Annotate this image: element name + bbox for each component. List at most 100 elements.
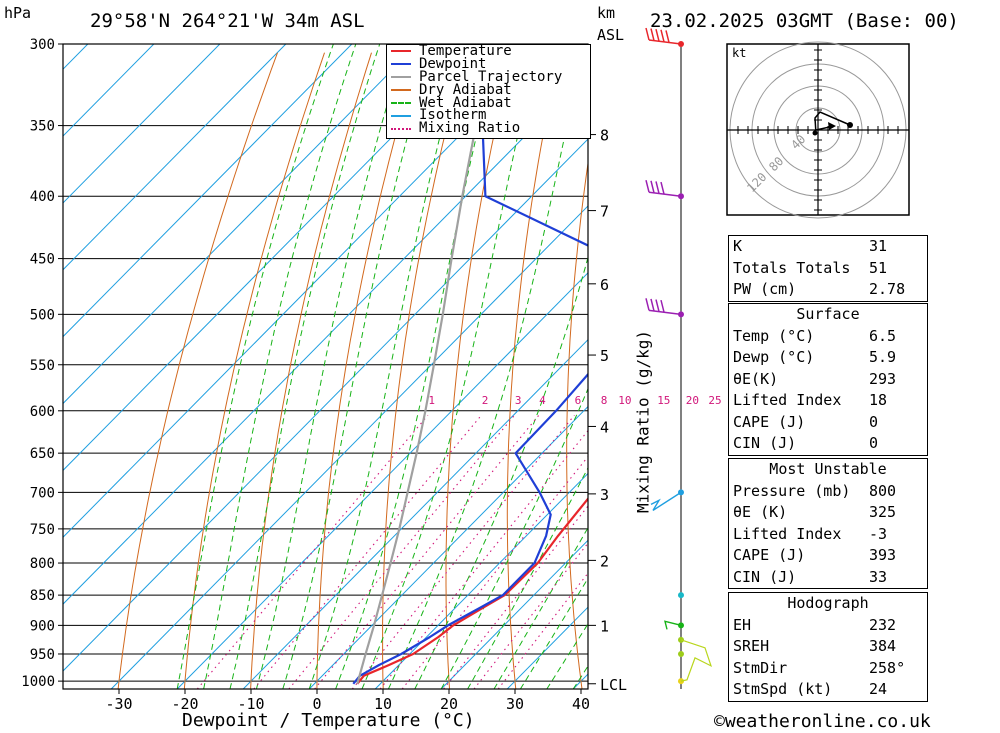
pressure-tick-label: 350 (30, 119, 55, 135)
mixing-ratio-label: 25 (708, 394, 721, 407)
surface-row: Lifted Index 18 (729, 390, 927, 412)
wet-adiabat-line (308, 44, 465, 689)
mu-row: Lifted Index -3 (729, 524, 927, 546)
wind-barb-flag (650, 28, 655, 41)
index-label: CAPE (J) (733, 412, 806, 431)
hodograph-title: Hodograph (787, 594, 869, 612)
wind-barb-flag (665, 30, 670, 43)
surface-row: CAPE (J) 0 (729, 412, 927, 434)
mixing-ratio-line (253, 414, 482, 689)
k-label: K (733, 237, 743, 255)
index-label: Lifted Index (733, 524, 842, 543)
mu-row: Pressure (mb) 800 (729, 481, 927, 503)
mu-row: CIN (J) 33 (729, 567, 927, 589)
index-value: 6.5 (869, 326, 897, 345)
legend-item: Isotherm (387, 109, 590, 122)
legend-swatch (391, 63, 411, 66)
legend-swatch (391, 127, 411, 130)
isotherm-line (242, 338, 588, 689)
dry-adiabat-line (506, 52, 561, 689)
index-label: CIN (J) (733, 567, 797, 586)
pressure-tick-label: 500 (30, 307, 55, 323)
legend-label: Dewpoint (419, 55, 487, 72)
wet-adiabat-line (229, 44, 381, 689)
legend-swatch (391, 50, 411, 53)
wind-barb-flag (660, 29, 665, 42)
index-label: Dewp (°C) (733, 348, 815, 366)
legend-label: Isotherm (419, 107, 487, 124)
location-title: 29°58'N 264°21'W 34m ASL (90, 10, 365, 32)
surface-title: Surface (796, 305, 860, 323)
wind-barb (648, 191, 682, 197)
wind-barb-flag (660, 299, 665, 313)
wind-barb-flag (650, 180, 655, 194)
isotherm-line (374, 472, 588, 689)
pressure-tick-label: 750 (30, 522, 55, 538)
isotherm-line (63, 44, 485, 472)
mixing-ratio-label: 2 (482, 394, 489, 407)
wet-adiabat-line (335, 44, 500, 689)
index-value: 800 (869, 481, 897, 500)
pressure-tick-label: 400 (30, 189, 55, 205)
index-label: CAPE (J) (733, 546, 806, 564)
asl-unit-label: ASL (597, 26, 625, 44)
dry-adiabat-line (316, 52, 419, 689)
km-tick-label: 2 (600, 552, 609, 570)
mixing-ratio-label: 1 (428, 394, 435, 407)
index-value: 33 (869, 567, 888, 586)
datetime-label: 23.02.2025 03GMT (Base: 00) (650, 10, 959, 32)
k-value: 31 (869, 237, 888, 255)
legend-label: Dry Adiabat (419, 81, 512, 98)
series-parcel-trajectory (356, 44, 495, 685)
isotherm-line (63, 138, 588, 672)
pressure-tick-label: 300 (30, 37, 55, 53)
isotherm-line (440, 539, 588, 689)
dry-adiabat-line (566, 160, 588, 689)
index-value: 325 (869, 503, 897, 521)
mixing-ratio-line (288, 414, 515, 689)
hodograph-trace (814, 111, 851, 135)
wet-adiabat-line (440, 387, 588, 689)
storm-motion-arrowhead (828, 122, 836, 130)
isotherm-line (63, 44, 287, 271)
index-value: 0 (869, 412, 879, 431)
wet-adiabat-line (255, 44, 406, 689)
mixing-ratio-label: 15 (657, 394, 670, 407)
mixing-ratio-label: 6 (575, 394, 582, 407)
mixing-ratio-line (351, 414, 575, 689)
isotherm-line (63, 44, 551, 538)
mixing-ratio-line (314, 414, 540, 689)
surface-row: Dewp (°C) 5.9 (729, 347, 927, 369)
surface-row: θE(K) 293 (729, 369, 927, 391)
most-unstable-title: Most Unstable (769, 460, 887, 478)
tt-label: Totals Totals (733, 258, 851, 277)
mixing-ratio-label: 4 (539, 394, 546, 407)
pressure-tick-label: 550 (30, 358, 55, 374)
surface-row: Temp (°C) 6.5 (729, 326, 927, 348)
index-value: 232 (869, 615, 897, 634)
plot-frame (62, 43, 589, 690)
pressure-unit-label: hPa (4, 4, 32, 22)
x-tick-label: 40 (572, 695, 590, 713)
index-value: 0 (869, 434, 879, 452)
legend: Temperature Dewpoint Parcel Trajectory Dry … (386, 44, 591, 139)
index-label: StmSpd (kt) (733, 680, 833, 698)
pressure-tick-label: 1000 (21, 674, 55, 690)
isotherm-line (308, 405, 588, 689)
legend-swatch (391, 76, 411, 79)
mixing-ratio-line (473, 542, 588, 689)
wind-barb (648, 39, 682, 45)
copyright-footer: ©weatheronline.co.uk (714, 711, 931, 732)
wind-barb-flag (655, 181, 660, 194)
isotherm-line (0, 44, 22, 689)
pw-value: 2.78 (869, 280, 906, 298)
x-tick-label: -30 (105, 695, 132, 713)
series-temperature (356, 496, 588, 685)
km-unit-label: km (597, 4, 616, 22)
wind-level-dot (678, 592, 684, 599)
index-label: Temp (°C) (733, 326, 815, 345)
index-value: 18 (869, 391, 888, 409)
wind-barb (664, 620, 682, 630)
wet-adiabat-line (387, 44, 586, 689)
